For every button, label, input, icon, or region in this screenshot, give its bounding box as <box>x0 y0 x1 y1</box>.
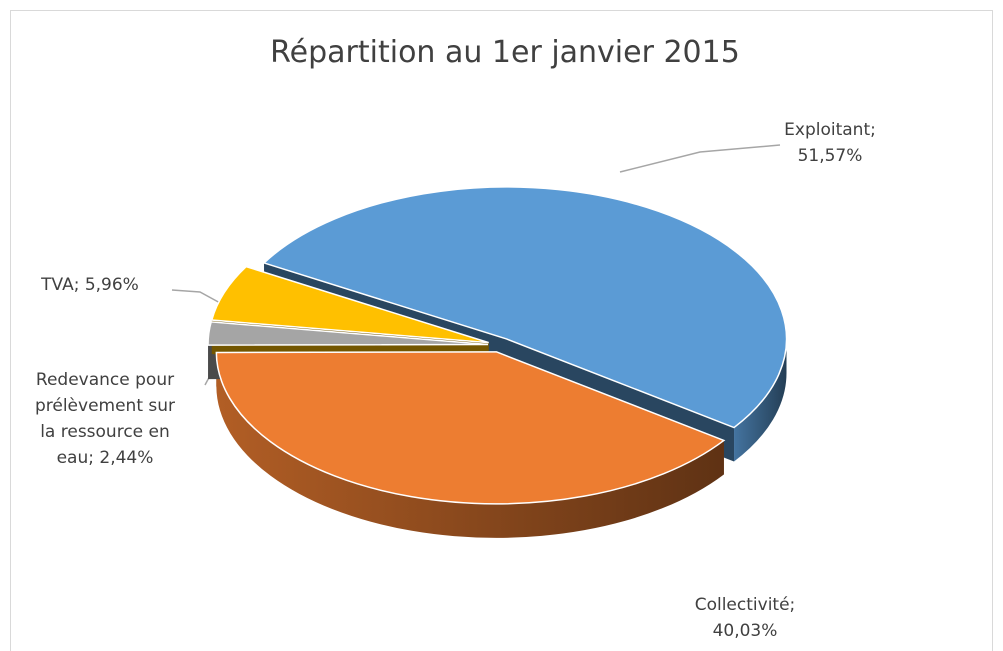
slice <box>262 186 788 429</box>
label-line: prélèvement sur <box>35 396 175 416</box>
pie-tops <box>207 186 788 505</box>
slice <box>207 321 489 346</box>
label-line: eau; 2,44% <box>57 448 154 468</box>
slice <box>215 351 726 505</box>
slice-wall <box>216 352 724 538</box>
label-line: Exploitant; <box>784 120 876 140</box>
slice <box>210 265 489 344</box>
label-line: la ressource en <box>40 422 170 442</box>
data-label: Collectivité; 40,03% <box>695 595 796 641</box>
data-label: TVA; 5,96% <box>40 275 139 295</box>
label-line: Redevance pour <box>36 370 174 390</box>
slice-wall <box>734 338 787 462</box>
label-line: 51,57% <box>798 146 863 166</box>
label-line: Collectivité; <box>695 595 796 615</box>
data-label: Redevance pour prélèvement sur la ressourc… <box>35 370 175 468</box>
leader-line <box>619 144 781 173</box>
data-label: Exploitant; 51,57% <box>784 120 876 166</box>
leader-line <box>171 289 223 305</box>
label-line: 40,03% <box>713 621 778 641</box>
chart-title: Répartition au 1er janvier 2015 <box>270 35 740 70</box>
label-line: TVA; 5,96% <box>40 275 139 295</box>
